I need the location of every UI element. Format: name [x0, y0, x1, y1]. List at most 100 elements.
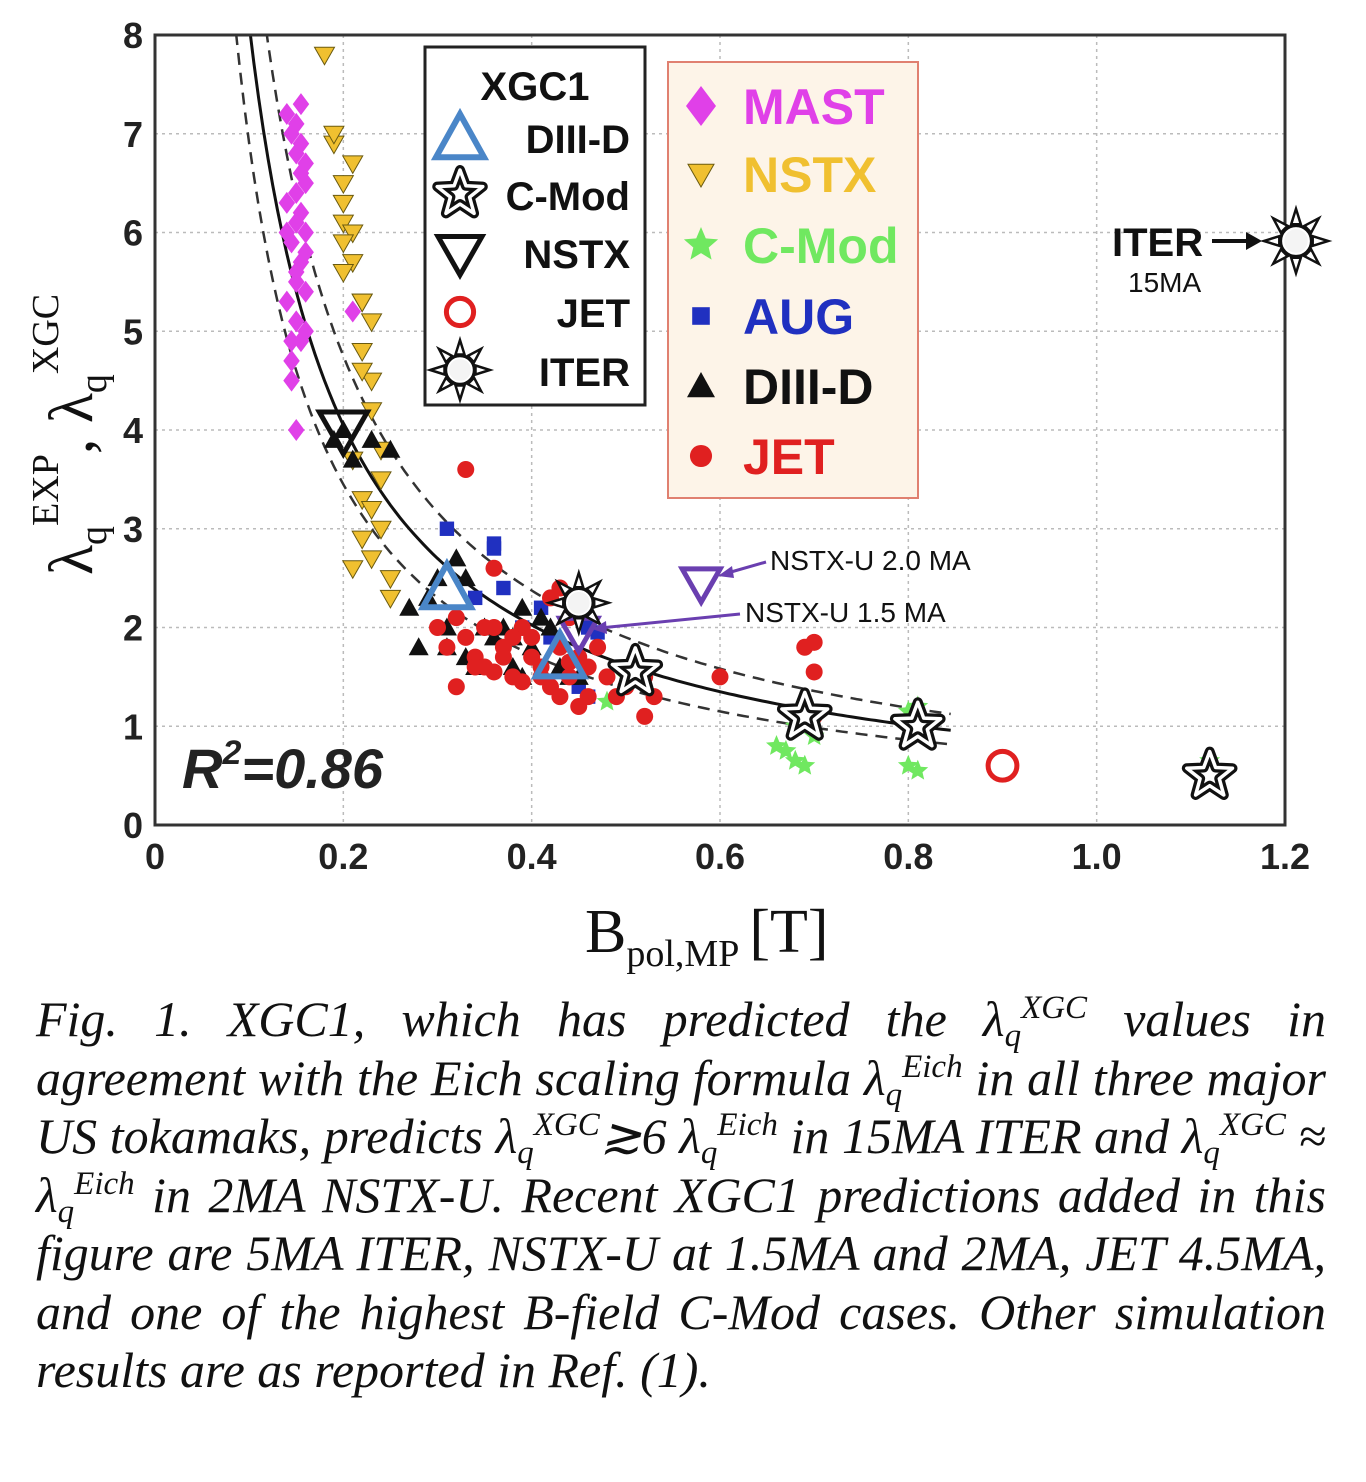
y-tick-label: 0	[123, 805, 143, 846]
point-nstx	[351, 343, 374, 363]
y-tick-label: 8	[123, 15, 143, 56]
point-mast	[297, 241, 314, 264]
point-diii-d	[446, 548, 467, 567]
caption-approx: ≈	[1285, 1108, 1326, 1164]
point-c-mod	[907, 759, 929, 780]
curve-lower	[234, 35, 951, 746]
caption-text: Fig. 1. XGC1, which has predicted the λq…	[36, 990, 1326, 1400]
caption-lambda-xgc-3: λqXGC	[1181, 1106, 1286, 1171]
y-axis-label: λqEXP, λqXGC	[25, 294, 115, 575]
point-jet	[485, 559, 503, 577]
annotation-arrowhead-iter	[1246, 232, 1262, 250]
point-nstx	[360, 372, 383, 392]
xgc-point-jet	[985, 748, 1020, 783]
annotation-arrow-nstx-u-1-5ma	[599, 612, 741, 630]
point-nstx	[332, 175, 355, 195]
point-c-mod	[596, 690, 618, 711]
y-tick-label: 4	[123, 410, 143, 451]
point-mast	[278, 103, 296, 125]
caption-lambda-xgc-2: λqXGC	[495, 1106, 600, 1171]
point-mast	[297, 280, 314, 303]
caption-lambda-eich-2: λqEich	[679, 1106, 778, 1171]
point-nstx	[379, 589, 402, 609]
point-diii-d	[408, 637, 429, 656]
point-diii-d	[342, 449, 363, 468]
point-nstx	[360, 313, 383, 333]
point-nstx	[351, 362, 374, 382]
point-jet	[523, 648, 541, 666]
point-mast	[278, 221, 296, 244]
x-axis-label: Bpol,MP [T]	[585, 898, 829, 975]
legend-xgc-marker-jet	[443, 295, 477, 329]
point-jet	[447, 609, 465, 627]
xgc-point-iter-15ma-ray	[1289, 256, 1303, 278]
legend-exp-label-aug: AUG	[743, 289, 854, 345]
point-c-mod	[784, 749, 806, 770]
point-nstx	[379, 570, 402, 590]
legend-xgc-marker-nstx	[433, 234, 487, 281]
x-tick-label: 0.8	[883, 836, 933, 877]
point-jet	[438, 638, 456, 656]
xgc-point-iter-15ma-core	[1284, 229, 1308, 253]
legend-xgc-marker-c-mod	[435, 168, 485, 216]
xgc-point-c-mod	[610, 646, 660, 694]
caption-part-3: in 15MA ITER and	[777, 1108, 1182, 1164]
point-diii-d	[333, 420, 354, 438]
point-nstx	[332, 214, 355, 234]
legend-exp-marker-c-mod	[683, 227, 719, 260]
point-diii-d	[380, 439, 401, 458]
point-jet	[598, 668, 616, 686]
annotation-iter-15ma: 15MA	[1128, 267, 1201, 298]
point-aug	[439, 521, 455, 536]
legend-exp-label-c-mod: C-Mod	[743, 218, 899, 274]
legend-xgc-marker-diii-d	[430, 107, 490, 161]
point-nstx	[323, 125, 345, 145]
xgc-point-nstx	[315, 409, 372, 460]
point-mast	[288, 112, 305, 135]
xgc-point-diii-d	[530, 626, 590, 680]
x-tick-label: 0.2	[318, 836, 368, 877]
caption-lambda-eich-1: λqEich	[863, 1048, 963, 1113]
iter-15ma-marker	[1259, 204, 1333, 278]
point-mast	[292, 162, 310, 185]
y-tick-label: 3	[123, 509, 143, 550]
y-tick-label: 2	[123, 608, 143, 649]
point-diii-d	[455, 568, 476, 587]
xgc-point-c-mod	[780, 690, 830, 738]
point-diii-d	[399, 597, 420, 616]
point-aug	[467, 590, 483, 606]
legend-exp-label-mast: MAST	[743, 79, 885, 135]
point-aug	[496, 580, 511, 596]
y-tick-label: 5	[123, 311, 143, 352]
caption-part-4: in 2MA NSTX-U. Recent XGC1 predictions a…	[36, 1166, 1326, 1399]
point-nstx	[351, 491, 374, 511]
xgc-points	[315, 409, 1238, 800]
point-jet	[551, 688, 569, 706]
point-jet	[447, 678, 465, 696]
xgc-point-diii-d	[417, 557, 477, 611]
point-jet	[457, 461, 475, 478]
point-nstx	[341, 224, 364, 244]
x-tick-label: 1.2	[1260, 836, 1310, 877]
annotation-nstx-u-2ma: NSTX-U 2.0 MA	[770, 545, 971, 576]
legend-xgc-markers	[425, 107, 495, 405]
caption-part-1: values in agreement with the Eich scalin…	[36, 991, 1326, 1106]
tick-labels: 0 0.2 0.4 0.6 0.8 1.0 1.2 0 1 2 3 4 5 6 7 8	[123, 15, 1310, 877]
legend-xgc-label-nstx: NSTX	[523, 233, 630, 277]
xgc-point-c-mod	[893, 700, 943, 748]
point-mast	[292, 93, 310, 116]
caption-intro: Fig. 1. XGC1, which has predicted the	[36, 991, 983, 1047]
scatter-chart: 0 0.2 0.4 0.6 0.8 1.0 1.2 0 1 2 3 4 5 6 7 8 λqEXP, λqXG…	[25, 15, 1333, 975]
legend-exp-label-nstx: NSTX	[743, 147, 876, 203]
legend-xgc-label-diii-d: DIII-D	[526, 118, 630, 162]
annotation-iter: ITER	[1112, 221, 1203, 265]
y-tick-label: 6	[123, 213, 143, 254]
legend-exp-marker-mast	[686, 86, 716, 126]
point-mast	[288, 182, 305, 204]
xgc-point-iter-core	[567, 591, 590, 614]
legend-exp-label-jet: JET	[743, 429, 835, 485]
point-diii-d	[361, 429, 382, 448]
xgc-point-iter-15ma	[1259, 204, 1333, 278]
point-diii-d	[540, 617, 561, 636]
xgc-point-iter-ray	[592, 596, 613, 610]
